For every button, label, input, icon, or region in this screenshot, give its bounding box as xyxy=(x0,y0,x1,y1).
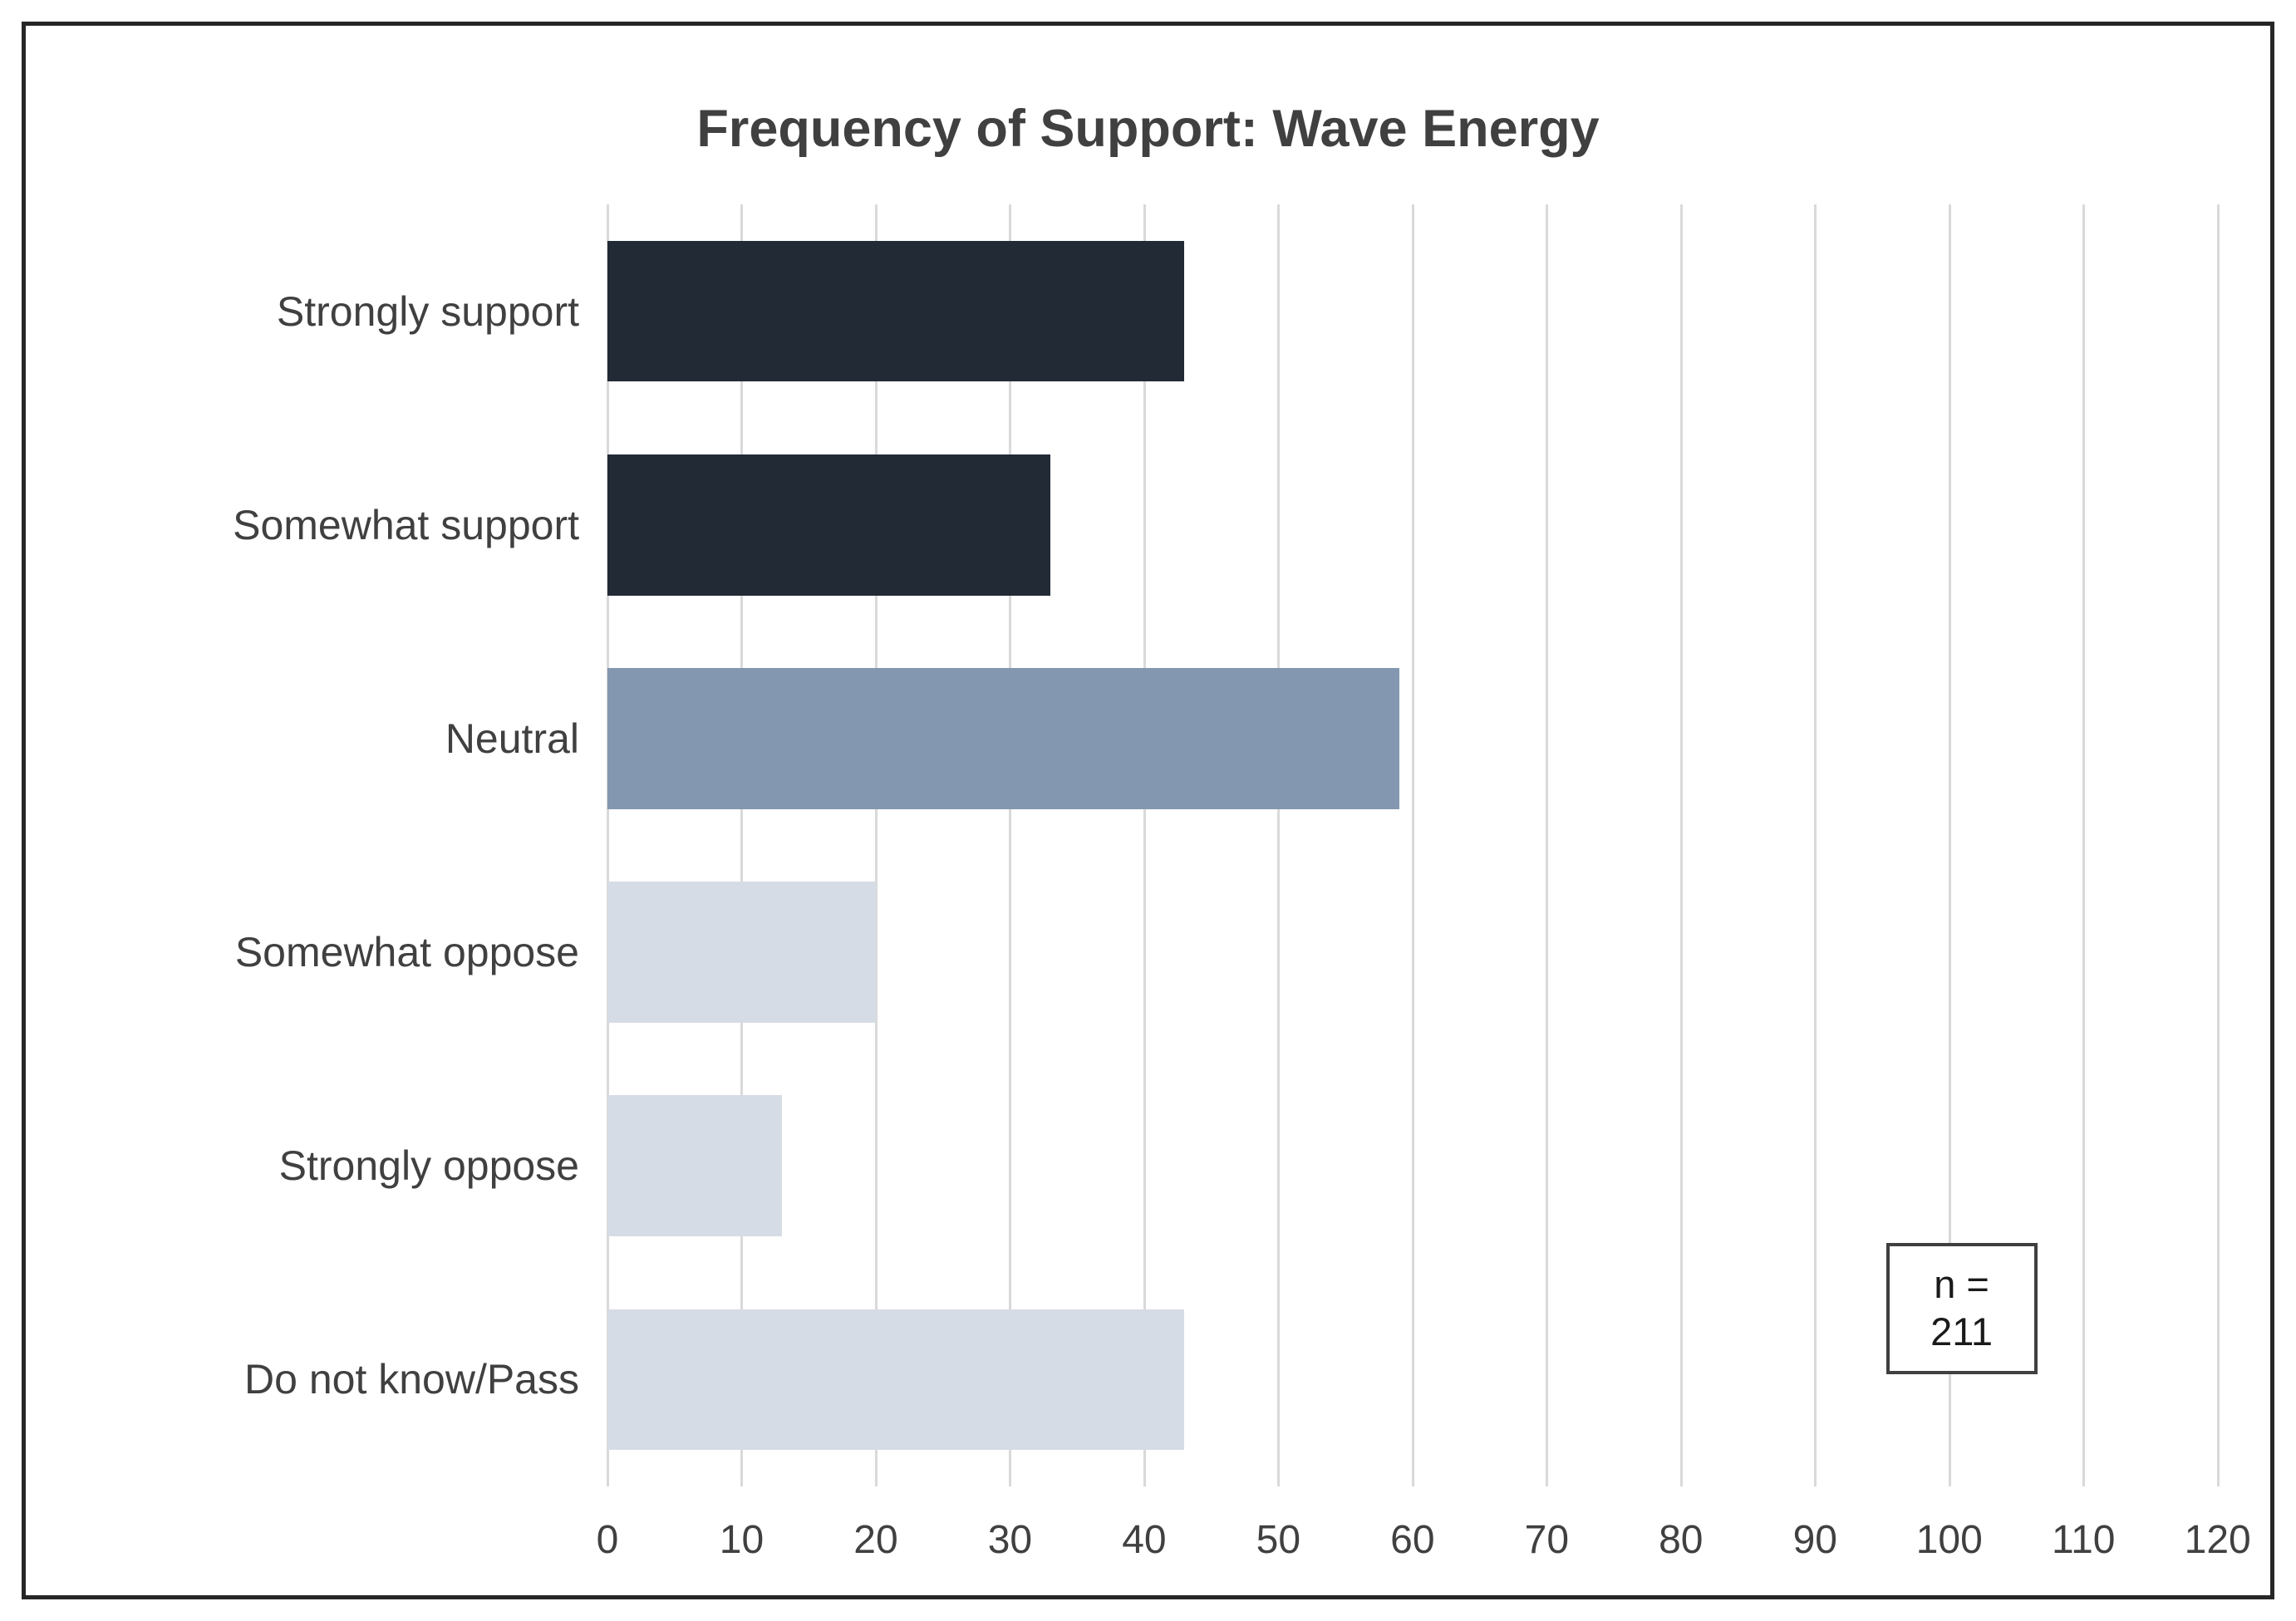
gridline xyxy=(874,204,878,1486)
gridline xyxy=(1679,204,1683,1486)
x-tick-label: 0 xyxy=(596,1518,619,1562)
x-tick-label: 50 xyxy=(1256,1518,1301,1562)
bars-layer xyxy=(607,204,2244,1486)
bar-somewhat-oppose xyxy=(607,882,876,1023)
sample-size-line1: n = xyxy=(1934,1262,1989,1307)
x-tick-label: 20 xyxy=(853,1518,898,1562)
gridline xyxy=(740,204,744,1486)
gridline xyxy=(1814,204,1817,1486)
x-tick-label: 40 xyxy=(1122,1518,1167,1562)
bar-row xyxy=(607,1059,2244,1273)
bar-somewhat-support xyxy=(607,454,1050,596)
x-tick-label: 110 xyxy=(2051,1518,2116,1562)
chart-title: Frequency of Support: Wave Energy xyxy=(696,100,1600,158)
bar-row xyxy=(607,204,2244,418)
bar-strongly-support xyxy=(607,240,1185,382)
category-axis-labels: Strongly support Somewhat support Neutral S… xyxy=(42,204,607,1486)
bar-row xyxy=(607,846,2244,1059)
x-tick-label: 80 xyxy=(1659,1518,1704,1562)
chart-frame: Frequency of Support: Wave Energy Strong… xyxy=(22,22,2274,1599)
gridline xyxy=(1143,204,1146,1486)
bar-strongly-oppose xyxy=(607,1095,782,1237)
x-tick-label: 90 xyxy=(1792,1518,1837,1562)
bar-do-not-know-pass xyxy=(607,1309,1185,1451)
gridline xyxy=(607,204,609,1486)
gridline xyxy=(1277,204,1281,1486)
bar-row xyxy=(607,1273,2244,1486)
plot-area: 0 10 20 30 40 50 60 70 80 90 100 110 120 n = 211 xyxy=(597,204,2251,1562)
gridline xyxy=(1948,204,1951,1486)
bar-neutral xyxy=(607,668,1399,809)
x-tick-label: 100 xyxy=(1915,1518,1983,1562)
category-label: Somewhat support xyxy=(233,501,579,548)
sample-size-line2: 211 xyxy=(1930,1309,1994,1353)
category-label: Neutral xyxy=(445,715,579,762)
category-label: Do not know/Pass xyxy=(244,1356,579,1403)
category-label: Strongly support xyxy=(276,287,579,335)
gridline xyxy=(2216,204,2220,1486)
x-tick-label: 30 xyxy=(987,1518,1033,1562)
bar-row xyxy=(607,631,2244,845)
bar-row xyxy=(607,418,2244,631)
sample-size-annotation: n = 211 xyxy=(1885,1242,2038,1374)
category-label: Strongly oppose xyxy=(278,1142,579,1190)
x-tick-label: 70 xyxy=(1524,1518,1570,1562)
category-label: Somewhat oppose xyxy=(234,929,579,976)
gridline xyxy=(2082,204,2086,1486)
x-tick-label: 10 xyxy=(719,1518,765,1562)
chart-body: Strongly support Somewhat support Neutral S… xyxy=(42,204,2251,1562)
x-tick-label: 120 xyxy=(2184,1518,2251,1562)
gridline xyxy=(1411,204,1414,1486)
x-tick-label: 60 xyxy=(1390,1518,1435,1562)
gridline xyxy=(1546,204,1549,1486)
gridline xyxy=(1009,204,1012,1486)
